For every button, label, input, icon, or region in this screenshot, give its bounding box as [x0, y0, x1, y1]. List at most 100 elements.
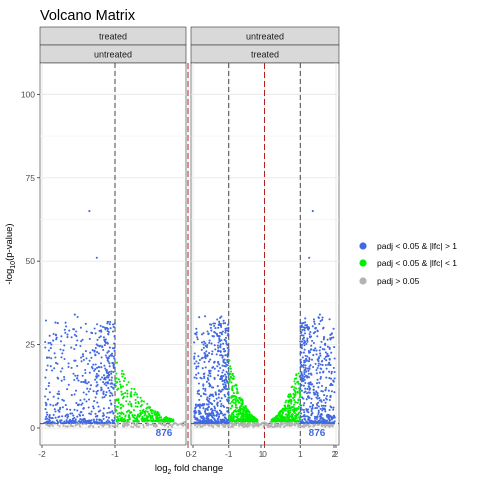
point-strong: [113, 388, 115, 390]
point-strong: [308, 326, 310, 328]
point-moderate: [241, 398, 243, 400]
point-strong: [89, 388, 91, 390]
point-moderate: [151, 417, 153, 419]
point-nonsignificant: [196, 426, 198, 428]
point-strong: [318, 317, 320, 319]
point-strong: [214, 344, 216, 346]
point-moderate: [299, 396, 301, 398]
point-moderate: [141, 420, 143, 422]
point-outlier: [210, 327, 212, 329]
point-moderate: [129, 401, 131, 403]
point-strong: [203, 373, 205, 375]
point-moderate: [166, 417, 168, 419]
point-strong: [220, 405, 222, 407]
point-nonsignificant: [65, 425, 67, 427]
point-moderate: [281, 414, 283, 416]
point-strong: [216, 365, 218, 367]
point-strong: [63, 344, 65, 346]
point-moderate: [120, 407, 122, 409]
point-strong: [96, 351, 98, 353]
point-strong: [216, 333, 218, 335]
point-moderate: [254, 418, 256, 420]
point-strong: [301, 329, 303, 331]
point-strong: [300, 366, 302, 368]
point-strong: [313, 321, 315, 323]
y-tick-label: 75: [26, 173, 36, 183]
point-strong: [217, 385, 219, 387]
point-strong: [303, 361, 305, 363]
point-outlier: [96, 257, 98, 259]
point-moderate: [150, 410, 152, 412]
point-strong: [107, 372, 109, 374]
point-strong: [314, 323, 316, 325]
point-strong: [97, 375, 99, 377]
point-strong: [49, 422, 51, 424]
point-nonsignificant: [321, 425, 323, 427]
point-strong: [315, 421, 317, 423]
legend-key-nonsignificant: [359, 277, 366, 284]
point-strong: [105, 327, 107, 329]
point-strong: [206, 396, 208, 398]
point-strong: [334, 371, 336, 373]
legend: padj < 0.05 & |lfc| > 1padj < 0.05 & |lf…: [359, 241, 457, 286]
point-strong: [306, 339, 308, 341]
point-strong: [227, 367, 229, 369]
point-nonsignificant: [136, 424, 138, 426]
point-moderate: [231, 387, 233, 389]
point-strong: [220, 412, 222, 414]
point-strong: [325, 389, 327, 391]
point-strong: [108, 420, 110, 422]
point-strong: [323, 394, 325, 396]
point-moderate: [123, 413, 125, 415]
point-strong: [81, 360, 83, 362]
point-strong: [300, 405, 302, 407]
point-strong: [225, 330, 227, 332]
point-strong: [50, 365, 52, 367]
point-strong: [83, 407, 85, 409]
point-nonsignificant: [269, 426, 271, 428]
point-strong: [226, 344, 228, 346]
point-nonsignificant: [62, 425, 64, 427]
point-strong: [308, 397, 310, 399]
point-strong: [319, 378, 321, 380]
point-strong: [315, 363, 317, 365]
point-strong: [96, 402, 98, 404]
point-nonsignificant: [184, 424, 186, 426]
point-strong: [45, 403, 47, 405]
point-strong: [199, 407, 201, 409]
point-strong: [331, 421, 333, 423]
point-strong: [227, 356, 229, 358]
point-strong: [303, 340, 305, 342]
point-strong: [210, 394, 212, 396]
point-moderate: [120, 391, 122, 393]
point-strong: [74, 360, 76, 362]
point-strong: [75, 330, 77, 332]
point-strong: [313, 332, 315, 334]
point-strong: [85, 350, 87, 352]
point-moderate: [274, 420, 276, 422]
point-strong: [210, 324, 212, 326]
point-strong: [56, 419, 58, 421]
point-strong: [334, 377, 336, 379]
point-strong: [65, 325, 67, 327]
point-strong: [320, 368, 322, 370]
point-moderate: [139, 410, 141, 412]
point-strong: [213, 325, 215, 327]
point-strong: [208, 352, 210, 354]
point-strong: [210, 330, 212, 332]
point-moderate: [229, 378, 231, 380]
point-strong: [83, 391, 85, 393]
point-strong: [207, 377, 209, 379]
point-strong: [225, 337, 227, 339]
point-moderate: [231, 412, 233, 414]
point-strong: [105, 342, 107, 344]
point-strong: [300, 331, 302, 333]
point-moderate: [295, 374, 297, 376]
point-moderate: [284, 418, 286, 420]
point-nonsignificant: [235, 424, 237, 426]
point-nonsignificant: [47, 424, 49, 426]
point-moderate: [241, 420, 243, 422]
point-strong: [224, 417, 226, 419]
point-moderate: [135, 402, 137, 404]
point-strong: [201, 341, 203, 343]
